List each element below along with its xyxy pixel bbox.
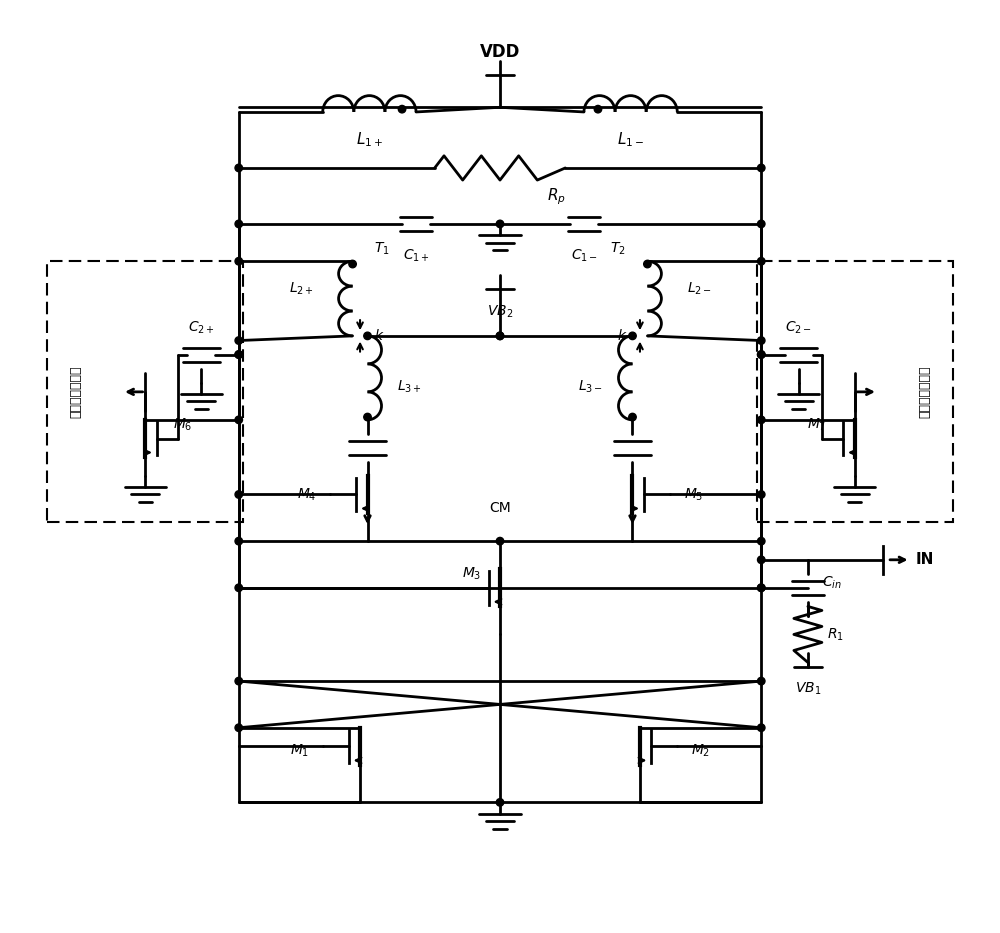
Circle shape — [758, 677, 765, 685]
Circle shape — [629, 332, 636, 340]
Circle shape — [758, 416, 765, 424]
Circle shape — [629, 413, 636, 421]
Circle shape — [758, 220, 765, 228]
Circle shape — [235, 258, 242, 265]
Circle shape — [496, 332, 504, 340]
Text: $C_{in}$: $C_{in}$ — [822, 575, 842, 592]
Text: 开漏输出缓冲级: 开漏输出缓冲级 — [918, 366, 931, 418]
Circle shape — [758, 164, 765, 172]
Text: k: k — [374, 328, 382, 343]
Circle shape — [235, 351, 242, 358]
Circle shape — [758, 556, 765, 564]
Circle shape — [235, 337, 242, 344]
Circle shape — [644, 260, 651, 268]
Circle shape — [758, 584, 765, 592]
Circle shape — [235, 351, 242, 358]
Text: $L_{2+}$: $L_{2+}$ — [289, 281, 313, 298]
Text: $R_1$: $R_1$ — [827, 626, 843, 643]
Circle shape — [758, 584, 765, 592]
Text: $R_p$: $R_p$ — [547, 187, 565, 207]
Text: $M_1$: $M_1$ — [290, 743, 309, 759]
Circle shape — [758, 724, 765, 731]
Circle shape — [496, 332, 504, 340]
Circle shape — [235, 220, 242, 228]
Text: $VB_1$: $VB_1$ — [795, 681, 821, 698]
Text: $C_{1-}$: $C_{1-}$ — [571, 247, 597, 264]
Circle shape — [758, 337, 765, 344]
Text: $T_1$: $T_1$ — [374, 240, 390, 257]
Circle shape — [364, 413, 371, 421]
Circle shape — [235, 677, 242, 685]
Text: $L_{1-}$: $L_{1-}$ — [617, 131, 644, 149]
Circle shape — [758, 258, 765, 265]
Circle shape — [364, 332, 371, 340]
Circle shape — [758, 351, 765, 358]
Text: IN: IN — [915, 552, 934, 567]
Circle shape — [349, 260, 356, 268]
Circle shape — [398, 105, 406, 113]
Text: $M_7$: $M_7$ — [807, 416, 827, 433]
Circle shape — [496, 220, 504, 228]
Circle shape — [235, 584, 242, 592]
Circle shape — [235, 164, 242, 172]
Text: $M_4$: $M_4$ — [297, 486, 316, 503]
Text: VDD: VDD — [480, 43, 520, 61]
Circle shape — [235, 491, 242, 498]
Text: k: k — [618, 328, 626, 343]
Circle shape — [235, 416, 242, 424]
Text: $M_2$: $M_2$ — [691, 743, 710, 759]
Text: $L_{1+}$: $L_{1+}$ — [356, 131, 383, 149]
Text: $M_6$: $M_6$ — [173, 416, 193, 433]
Text: $C_{2+}$: $C_{2+}$ — [188, 319, 215, 336]
Text: $C_{2-}$: $C_{2-}$ — [785, 319, 812, 336]
Text: 开漏输出缓冲级: 开漏输出缓冲级 — [69, 366, 82, 418]
Circle shape — [235, 537, 242, 545]
Text: $M_5$: $M_5$ — [684, 486, 703, 503]
Circle shape — [594, 105, 602, 113]
Circle shape — [758, 537, 765, 545]
Text: $C_{1+}$: $C_{1+}$ — [403, 247, 429, 264]
Text: $L_{2-}$: $L_{2-}$ — [687, 281, 712, 298]
Circle shape — [496, 537, 504, 545]
Text: $M_3$: $M_3$ — [462, 565, 481, 582]
Text: $VB_2$: $VB_2$ — [487, 303, 513, 320]
Circle shape — [496, 799, 504, 806]
Circle shape — [235, 724, 242, 731]
Circle shape — [758, 351, 765, 358]
Text: $L_{3-}$: $L_{3-}$ — [578, 379, 603, 396]
Circle shape — [758, 491, 765, 498]
Text: $T_2$: $T_2$ — [610, 240, 626, 257]
Text: $L_{3+}$: $L_{3+}$ — [397, 379, 422, 396]
Text: CM: CM — [489, 501, 511, 516]
